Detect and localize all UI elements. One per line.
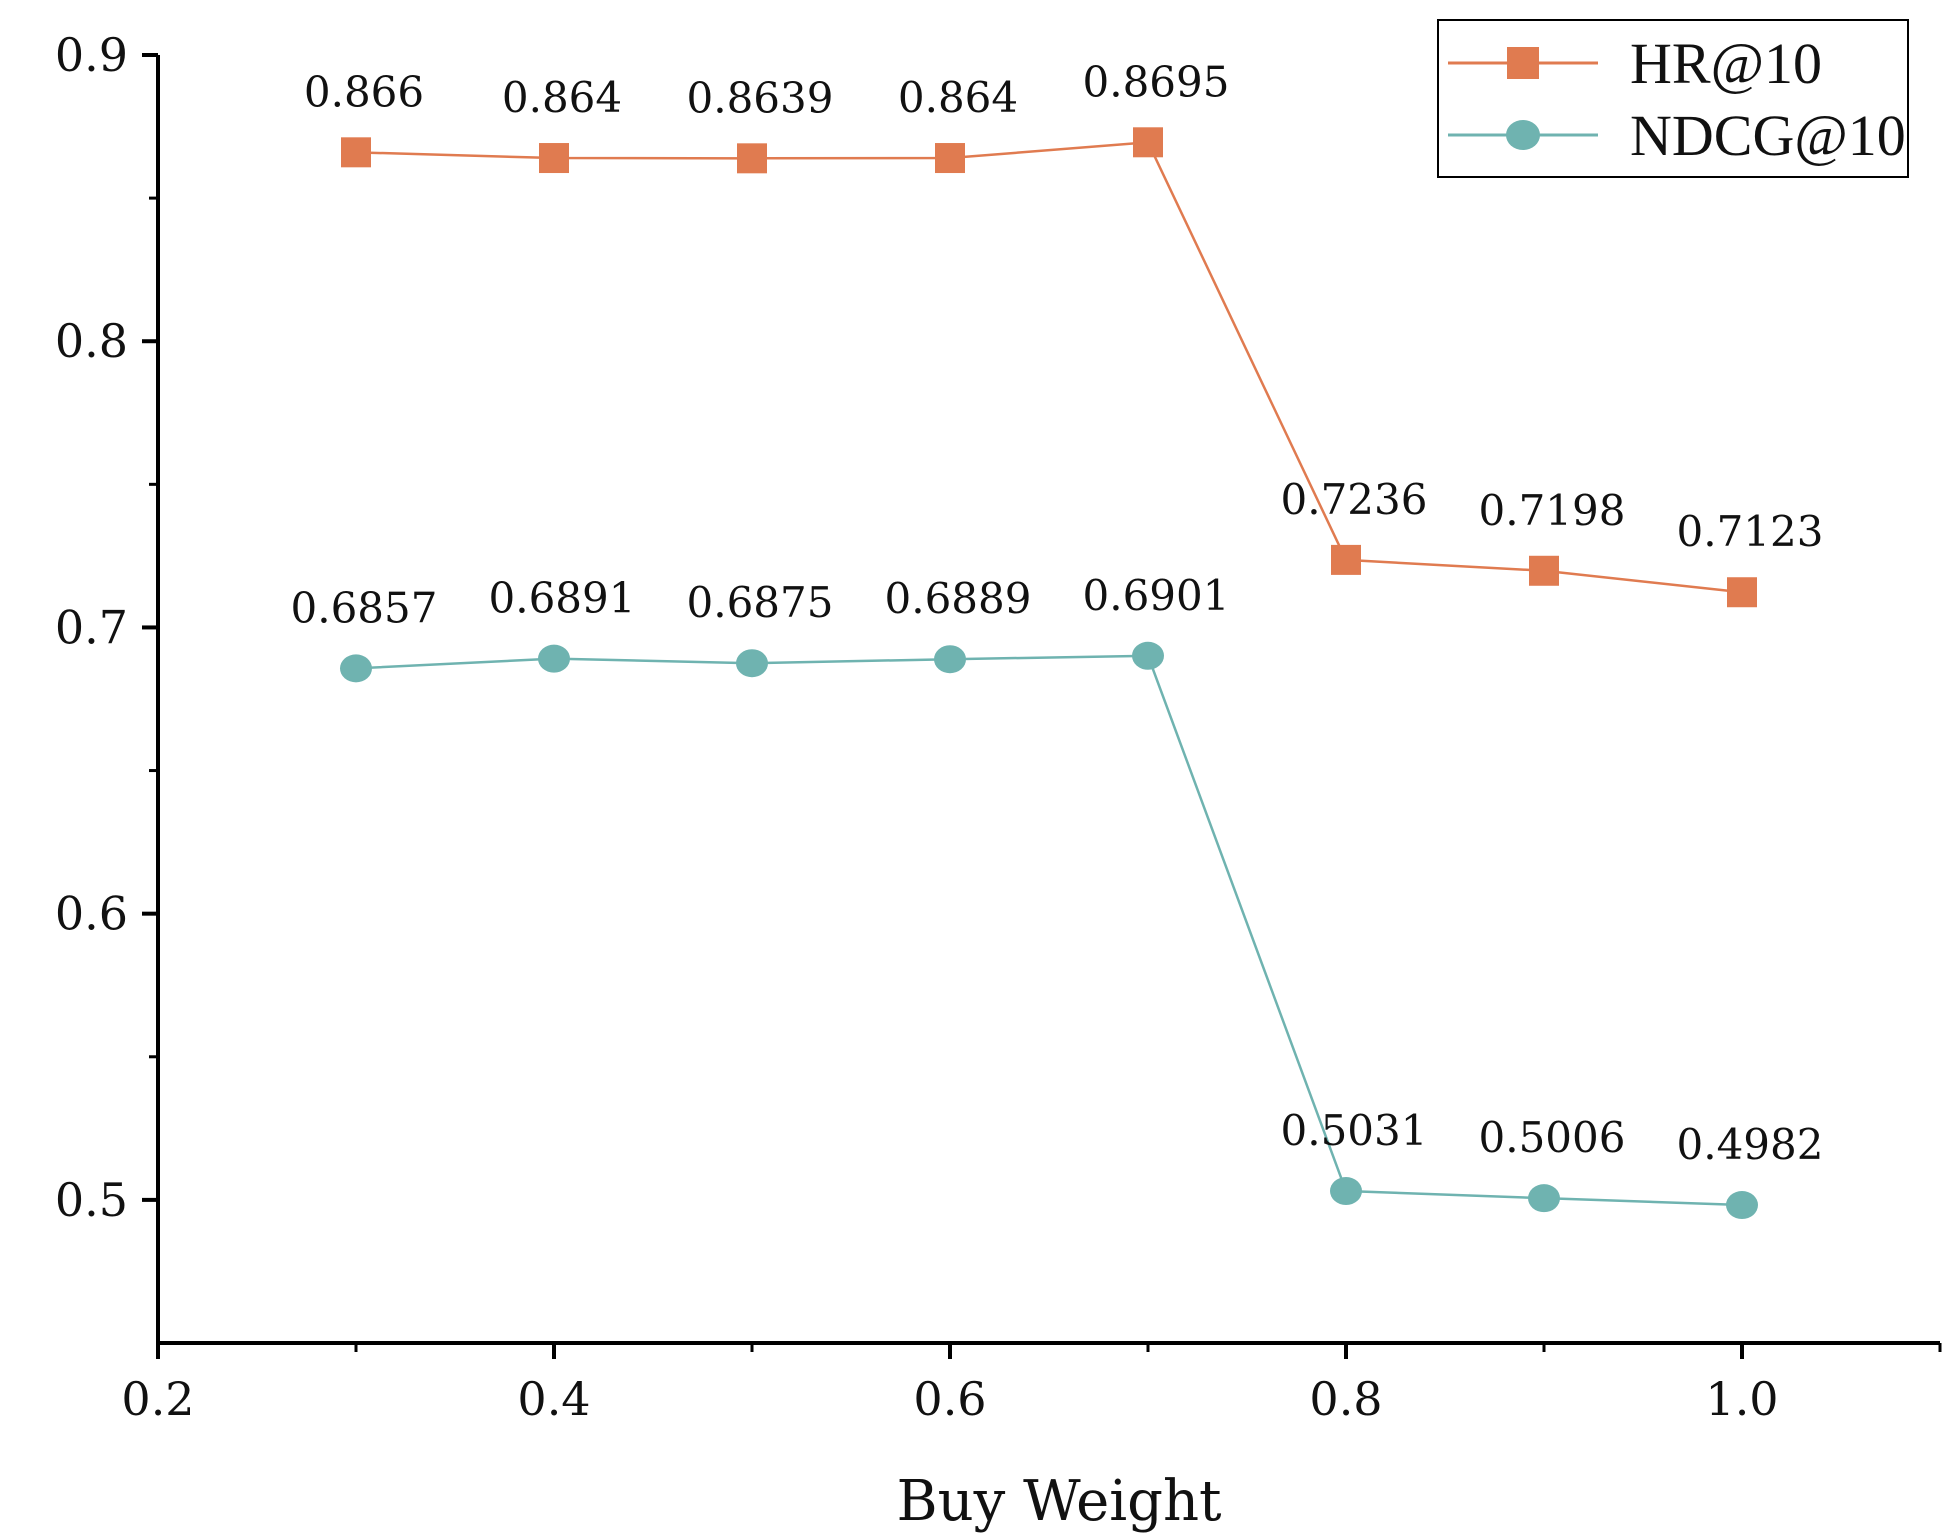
ndcg-point [1528,1184,1560,1213]
data-label: 0.5031 [1281,1106,1428,1155]
data-label: 0.864 [898,73,1018,122]
x-tick-label: 0.4 [517,1372,590,1426]
ndcg-point [1330,1177,1362,1206]
legend: HR@10 NDCG@10 [1437,19,1909,178]
ndcg-point [538,644,570,673]
x-tick-label: 1.0 [1705,1372,1778,1426]
data-label: 0.5006 [1479,1113,1626,1162]
ndcg-point [934,645,966,674]
data-label: 0.6875 [687,578,834,627]
y-tick-label: 0.9 [55,28,128,82]
data-label: 0.4982 [1677,1120,1824,1169]
data-label: 0.864 [502,73,622,122]
ndcg-point [340,654,372,683]
x-tick-label: 0.8 [1309,1372,1382,1426]
hr-point [1727,577,1757,608]
data-label: 0.866 [304,67,424,116]
series-line-ndcg-at-10 [355,654,1743,1207]
data-label: 0.6901 [1083,571,1230,620]
hr-point [539,143,569,174]
legend-square-marker [1507,47,1539,79]
data-label: 0.6857 [291,583,438,632]
y-tick-label: 0.6 [55,887,128,941]
hr-point [341,137,371,168]
data-labels: 0.866 0.864 0.8639 0.864 0.8695 0.7236 0.7198 0… [291,57,1824,1169]
hr-point [1133,127,1163,158]
hr-point [1529,555,1559,586]
data-label: 0.6889 [885,574,1032,623]
legend-label: HR@10 [1630,31,1822,96]
data-label: 0.6891 [489,574,636,623]
hr-point [935,143,965,174]
hr-point [1331,544,1361,575]
x-tick-label: 0.6 [913,1372,986,1426]
ndcg-point [1132,641,1164,670]
data-label: 0.8639 [687,73,834,122]
data-label: 0.8695 [1083,57,1230,106]
legend-box [1437,19,1909,178]
ndcg-point [736,649,768,678]
y-tick-label: 0.8 [55,314,128,368]
hr-point [737,143,767,174]
series-line-hr-at-10 [355,140,1743,594]
y-tick-label: 0.5 [55,1173,128,1227]
x-axis-title: Buy Weight [896,1469,1222,1534]
ndcg-point [1726,1191,1758,1220]
x-tick-label: 0.2 [121,1372,194,1426]
legend-circle-marker [1506,120,1540,150]
data-label: 0.7123 [1677,507,1824,556]
series-layer [340,127,1758,1220]
data-label: 0.7198 [1479,486,1626,535]
axes: 0.5 0.6 0.7 0.8 0.9 0.2 0.4 0.6 0.8 1.0 Buy Weight [55,28,1942,1534]
y-tick-label: 0.7 [55,600,128,654]
data-label: 0.7236 [1281,475,1428,524]
legend-label: NDCG@10 [1630,103,1906,168]
